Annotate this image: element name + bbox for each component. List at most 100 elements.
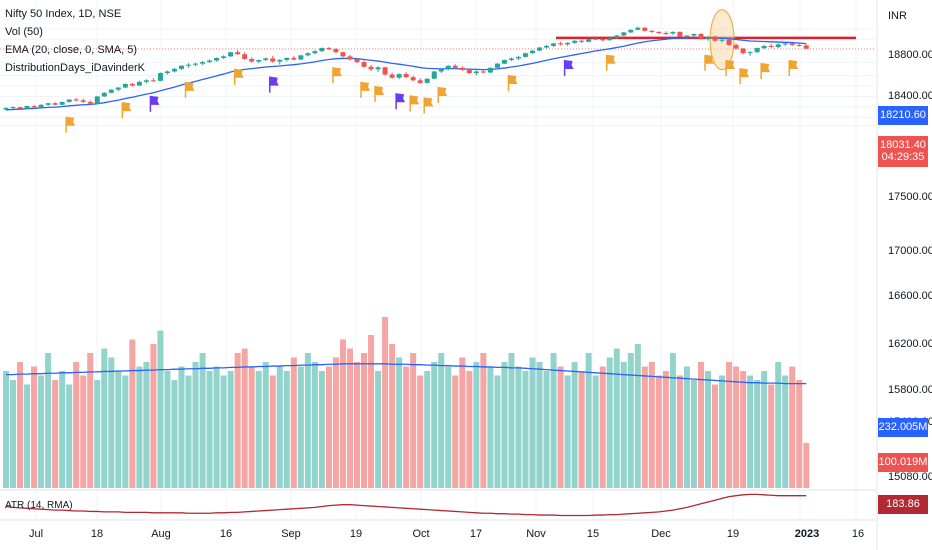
candle-body xyxy=(508,58,514,61)
volume-bar xyxy=(129,339,136,488)
volume-bar xyxy=(382,317,389,488)
distribution-flag-icon xyxy=(66,116,76,126)
candle-body xyxy=(207,60,213,63)
volume-bar xyxy=(466,371,473,488)
volume-bar xyxy=(31,366,38,488)
volume-bar xyxy=(676,375,683,488)
candle-body xyxy=(803,45,809,49)
volume-bar xyxy=(185,375,192,488)
candle-body xyxy=(382,67,388,75)
candle-body xyxy=(614,35,620,39)
candle-body xyxy=(200,62,206,64)
candle-body xyxy=(403,74,409,78)
volume-bar xyxy=(403,366,410,488)
distribution-flag-icon xyxy=(361,81,371,91)
volume-bar xyxy=(501,362,508,488)
volume-bar xyxy=(620,362,627,488)
distribution-flag-icon xyxy=(234,68,244,78)
volume-bar xyxy=(332,357,339,488)
candle-body xyxy=(740,48,746,54)
candle-body xyxy=(24,106,30,109)
volume-bar xyxy=(361,353,368,488)
candle-body xyxy=(551,43,557,46)
volume-bar xyxy=(297,366,304,488)
volume-bar xyxy=(571,362,578,488)
candle-body xyxy=(354,59,360,63)
candle-body xyxy=(431,71,437,79)
candle-body xyxy=(691,33,697,36)
volume-bar xyxy=(775,362,782,488)
volume-bar xyxy=(641,366,648,488)
candle-body xyxy=(473,71,479,74)
candle-body xyxy=(80,100,86,102)
candle-body xyxy=(179,65,184,69)
candle-body xyxy=(768,45,774,47)
candle-body xyxy=(298,55,304,60)
candle-body xyxy=(501,60,507,64)
candle-body xyxy=(754,48,760,53)
legend-volume[interactable]: Vol (50) xyxy=(5,26,43,38)
candle-body xyxy=(256,60,262,62)
price-axis-tick-label: 16600.00 xyxy=(888,290,932,302)
candle-body xyxy=(101,92,107,97)
volume-bar xyxy=(339,339,346,488)
candle-body xyxy=(417,80,423,83)
time-axis-tick-label: 19 xyxy=(727,528,739,540)
candle-body xyxy=(586,39,592,42)
volume-bar xyxy=(473,362,480,488)
legend-ema[interactable]: EMA (20, close, 0, SMA, 5) xyxy=(5,44,138,56)
candle-body xyxy=(558,43,564,45)
volume-bar xyxy=(438,353,445,488)
candle-body xyxy=(684,35,690,37)
candle-body xyxy=(340,52,346,57)
volume-bar xyxy=(613,348,620,488)
volume-bar xyxy=(480,353,487,488)
candle-body xyxy=(277,60,283,62)
volume-bar xyxy=(269,375,276,488)
price-axis-tick-label: 18400.00 xyxy=(888,90,932,102)
candle-body xyxy=(663,32,669,34)
candle-body xyxy=(249,58,255,62)
price-axis-tick-label: 18800.00 xyxy=(888,49,932,61)
candle-body xyxy=(522,53,528,57)
legend-atr[interactable]: ATR (14, RMA) xyxy=(5,500,73,511)
volume-bar xyxy=(325,366,332,488)
candle-body xyxy=(670,31,676,34)
candle-body xyxy=(530,50,535,54)
candle-body xyxy=(789,43,795,45)
volume-bar xyxy=(283,371,290,488)
distribution-flag-icon xyxy=(740,68,750,78)
candle-body xyxy=(73,99,79,101)
distribution-flag-icon xyxy=(789,59,799,69)
candle-body xyxy=(705,36,711,39)
volume-bar xyxy=(705,371,711,488)
candle-body xyxy=(537,47,543,51)
candle-body xyxy=(796,44,802,46)
volume-bar xyxy=(627,353,634,488)
candle-body xyxy=(677,31,683,37)
volume-bar xyxy=(634,344,641,488)
volume-bar xyxy=(38,375,45,488)
volume-bar xyxy=(719,375,726,488)
candle-body xyxy=(214,57,220,61)
candle-body xyxy=(396,74,402,78)
distribution-flag-icon xyxy=(269,76,279,86)
candle-body xyxy=(712,36,718,41)
candle-body xyxy=(775,44,781,47)
candle-body xyxy=(649,30,655,32)
volume-bar xyxy=(648,362,655,488)
volume-bar xyxy=(789,366,796,488)
legend-distribution-days[interactable]: DistributionDays_iDavinderK xyxy=(5,62,146,74)
candle-body xyxy=(94,96,100,104)
volume-bar xyxy=(171,380,178,488)
volume-bar xyxy=(241,348,248,488)
volume-bar xyxy=(740,371,747,488)
volume-bar xyxy=(318,371,325,488)
candle-body xyxy=(593,38,599,40)
candle-body xyxy=(515,56,521,59)
volume-bar xyxy=(389,344,396,488)
volume-bar xyxy=(410,353,417,488)
volume-bar xyxy=(213,366,220,488)
volume-bar xyxy=(585,353,592,488)
